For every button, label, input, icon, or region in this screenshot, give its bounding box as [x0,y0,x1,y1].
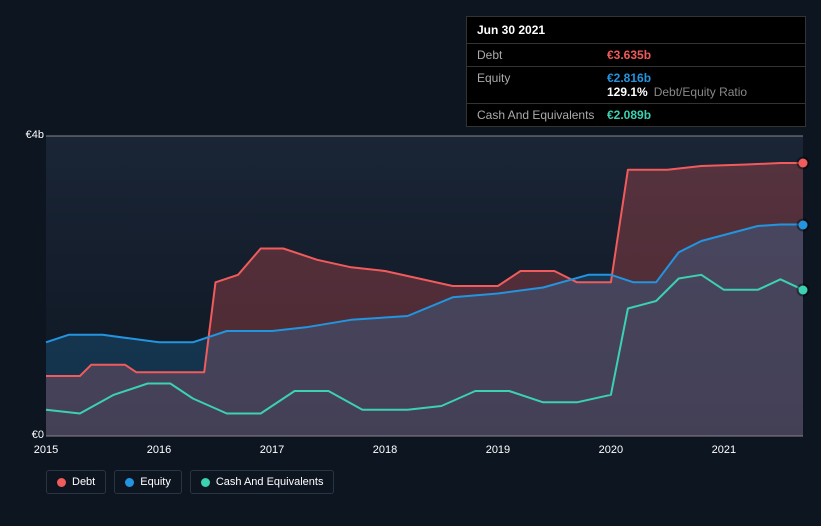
series-end-marker [799,220,808,229]
x-axis: 2015201620172018201920202021 [46,440,803,460]
tooltip-ratio-label: Debt/Equity Ratio [654,85,747,99]
x-tick-label: 2016 [147,444,171,456]
plot-area [46,136,803,436]
tooltip-value: €2.816b [607,71,651,85]
x-tick-label: 2020 [599,444,623,456]
x-tick-label: 2019 [486,444,510,456]
legend-dot-icon [201,478,210,487]
legend-dot-icon [57,478,66,487]
chart-legend: Debt Equity Cash And Equivalents [46,470,334,494]
x-tick-label: 2021 [712,444,736,456]
tooltip-value: €3.635b [607,48,651,62]
debt-equity-chart: 2015 2016 2017 2018 2019 2020 2021 Debt Equity C… [18,118,803,508]
legend-dot-icon [125,478,134,487]
tooltip-row: Debt€3.635b [467,44,805,67]
tooltip-label: Debt [477,48,607,62]
legend-item[interactable]: Debt [46,470,106,494]
legend-item[interactable]: Cash And Equivalents [190,470,335,494]
tooltip-label: Equity [477,71,607,99]
y-tick-label: €0 [32,429,44,441]
tooltip-date: Jun 30 2021 [467,17,805,44]
tooltip-label: Cash And Equivalents [477,108,607,122]
x-tick-label: 2015 [34,444,58,456]
tooltip-row: Cash And Equivalents€2.089b [467,104,805,126]
tooltip-ratio-value: 129.1% [607,85,648,99]
legend-label: Debt [72,476,95,488]
x-tick-label: 2017 [260,444,284,456]
legend-label: Equity [140,476,171,488]
tooltip-row: Equity€2.816b129.1% Debt/Equity Ratio [467,67,805,104]
tooltip-value: €2.089b [607,108,651,122]
series-end-marker [799,159,808,168]
legend-label: Cash And Equivalents [216,476,324,488]
chart-tooltip: Jun 30 2021 Debt€3.635bEquity€2.816b129.… [466,16,806,127]
legend-item[interactable]: Equity [114,470,182,494]
y-tick-label: €4b [26,129,44,141]
series-end-marker [799,285,808,294]
x-tick-label: 2018 [373,444,397,456]
